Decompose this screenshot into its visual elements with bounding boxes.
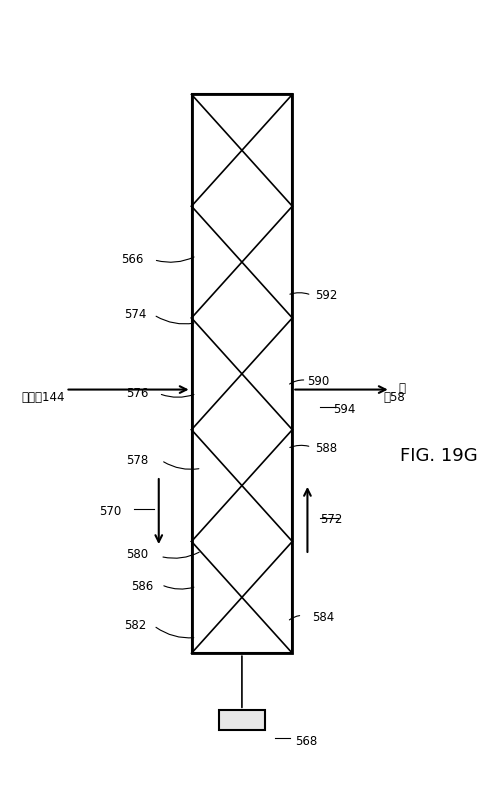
Text: 568: 568 xyxy=(295,735,317,748)
Text: 584: 584 xyxy=(312,611,335,624)
Text: 566: 566 xyxy=(121,253,144,266)
FancyBboxPatch shape xyxy=(219,710,265,730)
Text: 572: 572 xyxy=(320,513,342,526)
Text: 世界〜144: 世界〜144 xyxy=(21,391,65,404)
Text: FIG. 19G: FIG. 19G xyxy=(400,448,477,465)
Text: 580: 580 xyxy=(127,549,149,561)
Text: 〜58: 〜58 xyxy=(383,391,405,404)
FancyBboxPatch shape xyxy=(192,94,292,653)
Text: 588: 588 xyxy=(315,442,337,455)
Text: 574: 574 xyxy=(124,309,146,321)
Text: 592: 592 xyxy=(315,289,337,301)
Text: 590: 590 xyxy=(307,375,330,388)
Text: 582: 582 xyxy=(124,619,146,632)
Text: 594: 594 xyxy=(333,403,355,416)
Text: 578: 578 xyxy=(127,454,149,467)
Text: 眼: 眼 xyxy=(398,382,405,395)
Text: 570: 570 xyxy=(99,505,121,518)
Text: 576: 576 xyxy=(127,387,149,400)
Text: 586: 586 xyxy=(132,580,154,593)
